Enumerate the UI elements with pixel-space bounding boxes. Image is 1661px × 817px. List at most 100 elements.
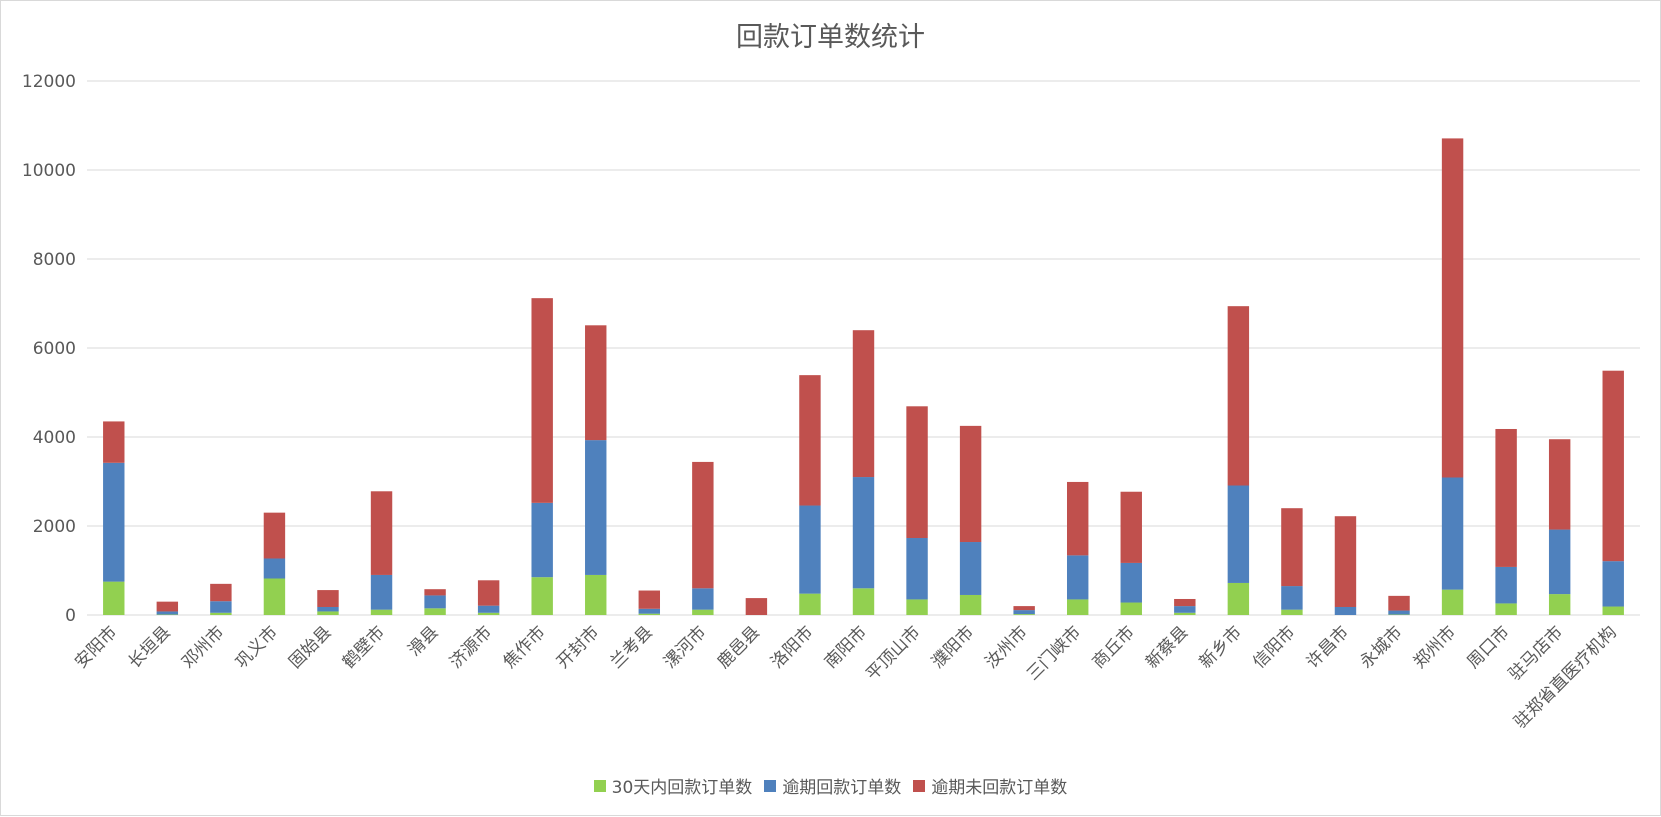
bar-segment (103, 421, 124, 462)
bar-segment (1067, 599, 1088, 615)
bar-segment (531, 503, 552, 577)
bar-segment (531, 577, 552, 615)
bar-segment (1281, 586, 1302, 610)
x-tick-label: 南阳市 (821, 622, 871, 672)
bar-segment (906, 599, 927, 615)
bar-segment (531, 298, 552, 503)
bar-segment (692, 462, 713, 588)
bar-segment (210, 613, 231, 615)
bar-segment (853, 330, 874, 477)
bar-segment (1281, 610, 1302, 615)
bar-segment (1603, 371, 1624, 561)
bar-segment (853, 477, 874, 588)
x-tick-label: 濮阳市 (928, 622, 978, 672)
bar-segment (1228, 583, 1249, 615)
bar-segment (1495, 429, 1516, 567)
y-tick-label: 4000 (33, 428, 76, 448)
bar-segment (103, 463, 124, 582)
y-tick-label: 8000 (33, 250, 76, 270)
x-tick-label: 三门峡市 (1023, 622, 1085, 684)
bar-segment (692, 610, 713, 615)
bar-segment (639, 614, 660, 615)
x-tick-label: 驻郑省直医疗机构 (1510, 622, 1620, 732)
bar-segment (639, 609, 660, 614)
bar-segment (1174, 599, 1195, 606)
x-tick-label: 鹤壁市 (339, 622, 389, 672)
bar-segment (906, 406, 927, 538)
bar-segment (746, 598, 767, 615)
bar-segment (960, 426, 981, 542)
bar-segment (1228, 306, 1249, 485)
bar-segment (264, 513, 285, 559)
x-tick-label: 汝州市 (981, 622, 1031, 672)
legend-label: 逾期回款订单数 (782, 773, 901, 798)
bar-segment (210, 601, 231, 613)
bar-segment (478, 606, 499, 613)
x-tick-label: 漯河市 (660, 622, 710, 672)
bar-segment (1549, 594, 1570, 615)
bar-segment (1013, 610, 1034, 614)
legend-item: 逾期回款订单数 (764, 773, 901, 798)
bar-segment (317, 607, 338, 611)
chart-legend: 30天内回款订单数逾期回款订单数逾期未回款订单数 (1, 773, 1660, 798)
x-tick-label: 巩义市 (232, 622, 282, 672)
bar-segment (960, 542, 981, 595)
bar-segment (1067, 482, 1088, 555)
bar-segment (157, 602, 178, 612)
bar-segment (639, 591, 660, 609)
bar-segment (103, 582, 124, 615)
bar-segment (371, 491, 392, 575)
bar-segment (692, 588, 713, 609)
x-tick-label: 新蔡县 (1142, 622, 1192, 672)
bar-segment (1388, 596, 1409, 611)
bar-segment (799, 506, 820, 594)
bar-segment (1067, 555, 1088, 599)
bar-segment (1121, 492, 1142, 563)
x-tick-label: 焦作市 (500, 622, 550, 672)
x-tick-label: 兰考县 (607, 622, 657, 672)
x-tick-label: 信阳市 (1249, 622, 1299, 672)
x-tick-label: 安阳市 (71, 622, 121, 672)
bar-segment (585, 325, 606, 440)
bar-segment (1495, 603, 1516, 615)
y-tick-label: 6000 (33, 339, 76, 359)
legend-item: 逾期未回款订单数 (913, 773, 1067, 798)
bar-segment (157, 611, 178, 614)
bar-segment (371, 610, 392, 615)
y-tick-label: 2000 (33, 517, 76, 537)
bar-segment (317, 590, 338, 607)
bar-segment (424, 608, 445, 615)
x-tick-label: 许昌市 (1303, 622, 1353, 672)
x-tick-label: 开封市 (553, 622, 603, 672)
bar-segment (1013, 614, 1034, 615)
bar-segment (264, 558, 285, 578)
bar-segment (1174, 606, 1195, 613)
x-tick-label: 周口市 (1463, 622, 1513, 672)
bar-segment (1013, 606, 1034, 610)
bar-segment (960, 595, 981, 615)
bar-segment (371, 575, 392, 610)
x-tick-label: 邓州市 (178, 622, 228, 672)
bar-segment (1335, 607, 1356, 615)
x-tick-label: 长垣县 (125, 622, 175, 672)
bar-segment (1121, 563, 1142, 603)
x-tick-label: 新乡市 (1196, 622, 1246, 672)
bar-segment (1603, 607, 1624, 615)
legend-swatch (764, 780, 776, 792)
bar-segment (1388, 611, 1409, 615)
bar-segment (1281, 508, 1302, 586)
bar-segment (853, 588, 874, 615)
bar-segment (264, 579, 285, 615)
y-tick-label: 10000 (22, 161, 76, 181)
bar-segment (478, 613, 499, 615)
x-tick-label: 济源市 (446, 622, 496, 672)
bar-segment (317, 611, 338, 615)
x-tick-label: 平顶山市 (862, 622, 924, 684)
bar-segment (1174, 613, 1195, 615)
bar-segment (1121, 603, 1142, 615)
bar-segment (1549, 530, 1570, 595)
bar-segment (1603, 561, 1624, 606)
bar-segment (906, 538, 927, 599)
